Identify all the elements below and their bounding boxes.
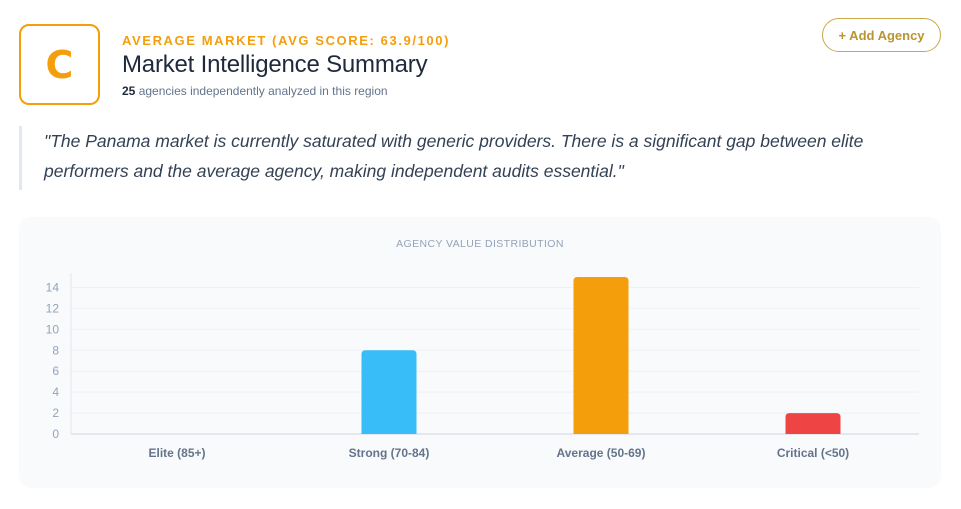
y-tick-label: 4 [52, 385, 59, 399]
category-label: Average (50-69) [557, 446, 646, 460]
agency-count-line: 25 agencies independently analyzed in th… [122, 84, 450, 98]
y-tick-label: 6 [52, 364, 59, 378]
y-tick-label: 10 [46, 322, 60, 336]
category-label: Elite (85+) [148, 446, 205, 460]
market-summary-quote: "The Panama market is currently saturate… [19, 126, 919, 190]
distribution-chart: 0 2 4 6 8 10 12 14 Elite (85+) Strong (70-84) Aver… [46, 273, 919, 460]
page-title: Market Intelligence Summary [122, 51, 428, 78]
y-tick-label: 0 [52, 427, 59, 441]
agency-count: 25 [122, 84, 136, 98]
market-grade-badge: C [19, 24, 100, 105]
chart-title: AGENCY VALUE DISTRIBUTION [396, 238, 564, 250]
agency-count-text: agencies independently analyzed in this … [138, 84, 388, 98]
category-label: Critical (<50) [777, 446, 849, 460]
y-tick-label: 8 [52, 343, 59, 357]
category-label: Strong (70-84) [349, 446, 430, 460]
market-status-eyebrow: AVERAGE MARKET (AVG SCORE: 63.9/100) [122, 33, 451, 48]
add-agency-button[interactable]: + Add Agency [822, 18, 941, 52]
distribution-chart-card: AGENCY VALUE DISTRIBUTION 0 2 4 6 8 10 12 14 Eli… [19, 217, 941, 488]
bar [785, 413, 841, 434]
bar [573, 277, 629, 434]
grade-letter: C [45, 42, 74, 87]
y-tick-label: 14 [46, 280, 60, 294]
y-tick-label: 2 [52, 406, 59, 420]
bar [361, 350, 417, 434]
y-tick-label: 12 [46, 301, 60, 315]
header-block: AVERAGE MARKET (AVG SCORE: 63.9/100) Mar… [122, 33, 450, 98]
